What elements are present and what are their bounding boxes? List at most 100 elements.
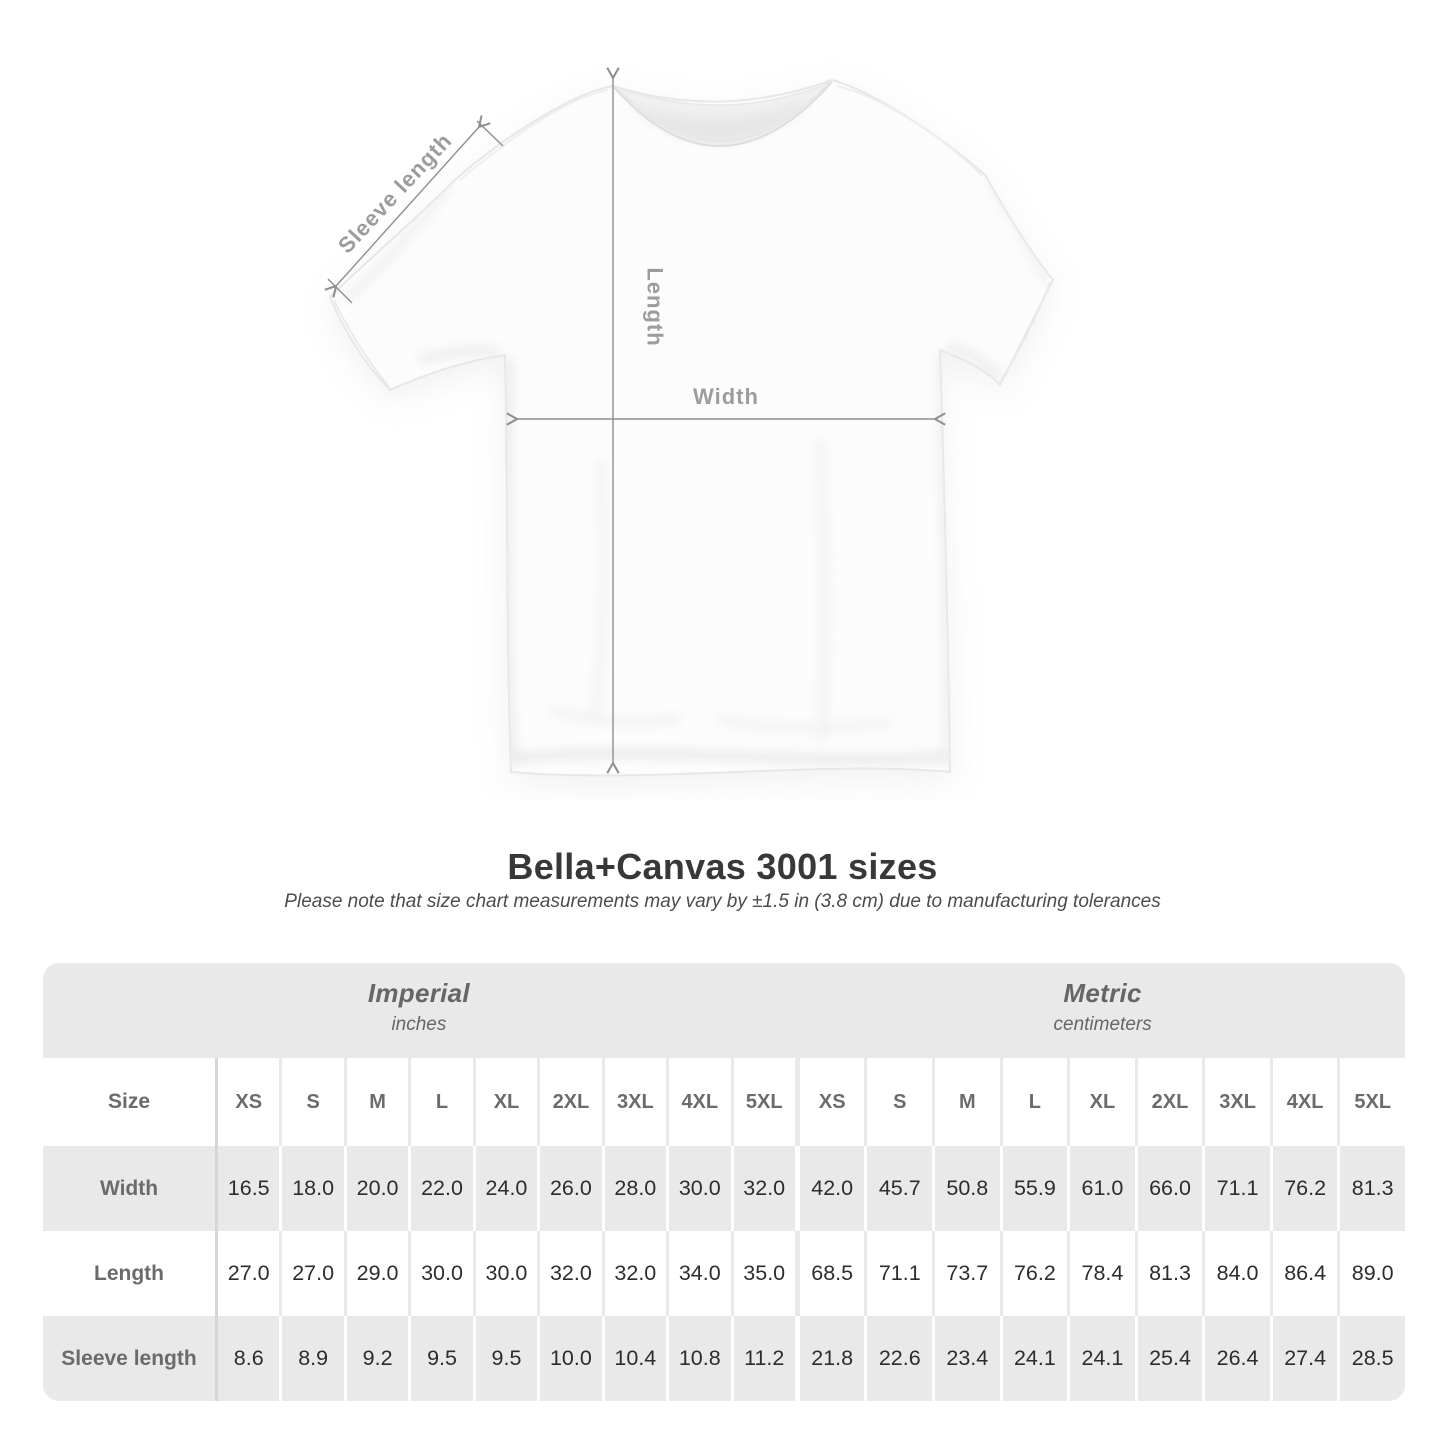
length-label: Length xyxy=(643,267,668,346)
size-header-cell: S xyxy=(867,1058,933,1146)
size-header-cell: 5XL xyxy=(733,1058,795,1146)
metric-header-title: Metric xyxy=(1063,978,1142,1008)
size-header-cell: 3XL xyxy=(604,1058,667,1146)
tolerance-note: Please note that size chart measurements… xyxy=(284,891,1161,912)
sleeve-imperial-cell: 11.2 xyxy=(733,1316,795,1401)
size-header-cell: XL xyxy=(475,1058,538,1146)
sleeve-metric-cell: 26.4 xyxy=(1205,1316,1270,1401)
size-column-header: Size xyxy=(43,1058,218,1146)
width-imperial-cell: 28.0 xyxy=(604,1146,667,1231)
size-header-cell: XS xyxy=(218,1058,280,1146)
width-imperial-cell: 20.0 xyxy=(346,1146,409,1231)
length-metric-cell: 78.4 xyxy=(1070,1231,1135,1316)
sleeve-arrow-end-tick xyxy=(476,120,504,147)
length-metric-cell: 81.3 xyxy=(1137,1231,1203,1316)
length-row-label: Length xyxy=(43,1231,218,1316)
width-imperial-cell: 30.0 xyxy=(669,1146,731,1231)
width-metric-cell: 71.1 xyxy=(1205,1146,1270,1231)
sleeve-length-row: Sleeve length 8.6 8.9 9.2 9.5 9.5 10.0 10.4 10.… xyxy=(43,1316,1405,1401)
sleeve-imperial-cell: 9.5 xyxy=(411,1316,473,1401)
size-header-cell: XL xyxy=(1070,1058,1135,1146)
length-imperial-cell: 27.0 xyxy=(282,1231,344,1316)
width-imperial-cell: 24.0 xyxy=(475,1146,538,1231)
width-imperial-cell: 32.0 xyxy=(733,1146,795,1231)
length-metric-cell: 89.0 xyxy=(1340,1231,1405,1316)
sleeve-metric-cell: 27.4 xyxy=(1272,1316,1338,1401)
sleeve-imperial-cell: 10.8 xyxy=(669,1316,731,1401)
sleeve-metric-cell: 24.1 xyxy=(1002,1316,1068,1401)
length-row: Length 27.0 27.0 29.0 30.0 30.0 32.0 32.0 34.0 3… xyxy=(43,1231,1405,1316)
size-header-cell: M xyxy=(935,1058,1000,1146)
size-header-cell: 2XL xyxy=(540,1058,602,1146)
left-cuff-seam xyxy=(333,299,391,389)
length-imperial-cell: 34.0 xyxy=(669,1231,731,1316)
width-metric-cell: 81.3 xyxy=(1340,1146,1405,1231)
width-metric-cell: 45.7 xyxy=(867,1146,933,1231)
sleeve-metric-values: 21.8 22.6 23.4 24.1 24.1 25.4 26.4 27.4 28.5 xyxy=(799,1316,1405,1401)
sleeve-metric-cell: 24.1 xyxy=(1070,1316,1135,1401)
width-imperial-values: 16.5 18.0 20.0 22.0 24.0 26.0 28.0 30.0 32.0 xyxy=(218,1146,795,1231)
width-imperial-cell: 18.0 xyxy=(282,1146,344,1231)
size-header-cell: 2XL xyxy=(1137,1058,1203,1146)
length-metric-cell: 73.7 xyxy=(935,1231,1000,1316)
sleeve-imperial-cell: 8.9 xyxy=(282,1316,344,1401)
width-row: Width 16.5 18.0 20.0 22.0 24.0 26.0 28.0 30.0 32… xyxy=(43,1146,1405,1231)
size-header-cell: M xyxy=(346,1058,409,1146)
width-metric-cell: 50.8 xyxy=(935,1146,1000,1231)
sleeve-imperial-cell: 10.4 xyxy=(604,1316,667,1401)
size-header-cell: 3XL xyxy=(1205,1058,1270,1146)
metric-header-unit: centimeters xyxy=(1053,1014,1152,1035)
size-header-cell: S xyxy=(282,1058,344,1146)
length-metric-cell: 68.5 xyxy=(799,1231,865,1316)
size-header-row: Size XS S M L XL 2XL 3XL 4XL 5XL XS S M L XL 2XL 3XL 4X… xyxy=(43,1058,1405,1146)
page-title: Bella+Canvas 3001 sizes xyxy=(507,846,938,887)
sleeve-metric-cell: 25.4 xyxy=(1137,1316,1203,1401)
length-metric-values: 68.5 71.1 73.7 76.2 78.4 81.3 84.0 86.4 89.0 xyxy=(799,1231,1405,1316)
sleeve-metric-cell: 23.4 xyxy=(935,1316,1000,1401)
length-metric-cell: 86.4 xyxy=(1272,1231,1338,1316)
metric-size-headers: XS S M L XL 2XL 3XL 4XL 5XL xyxy=(799,1058,1405,1146)
length-imperial-cell: 29.0 xyxy=(346,1231,409,1316)
width-metric-values: 42.0 45.7 50.8 55.9 61.0 66.0 71.1 76.2 81.3 xyxy=(799,1146,1405,1231)
size-header-cell: 5XL xyxy=(1340,1058,1405,1146)
sleeve-metric-cell: 28.5 xyxy=(1340,1316,1405,1401)
imperial-header: Imperial inches xyxy=(368,978,470,1036)
length-imperial-values: 27.0 27.0 29.0 30.0 30.0 32.0 32.0 34.0 35.0 xyxy=(218,1231,795,1316)
sleeve-imperial-cell: 9.5 xyxy=(475,1316,538,1401)
length-metric-cell: 84.0 xyxy=(1205,1231,1270,1316)
collar xyxy=(612,81,833,147)
metric-header: Metric centimeters xyxy=(1054,978,1152,1036)
size-header-cell: L xyxy=(411,1058,473,1146)
width-imperial-cell: 16.5 xyxy=(218,1146,280,1231)
size-header-cell: L xyxy=(1002,1058,1068,1146)
units-header-band: Imperial inches Metric centimeters xyxy=(43,963,1405,1058)
sleeve-arrow-start-tick xyxy=(327,278,353,304)
right-cuff-seam xyxy=(999,282,1051,383)
sleeve-imperial-cell: 9.2 xyxy=(346,1316,409,1401)
length-imperial-cell: 30.0 xyxy=(475,1231,538,1316)
size-header-cell: 4XL xyxy=(669,1058,731,1146)
width-metric-cell: 61.0 xyxy=(1070,1146,1135,1231)
sleeve-length-row-label: Sleeve length xyxy=(43,1316,218,1401)
sleeve-imperial-cell: 8.6 xyxy=(218,1316,280,1401)
size-table: Imperial inches Metric centimeters Size … xyxy=(43,963,1405,1401)
width-imperial-cell: 26.0 xyxy=(540,1146,602,1231)
length-imperial-cell: 32.0 xyxy=(540,1231,602,1316)
width-metric-cell: 55.9 xyxy=(1002,1146,1068,1231)
width-metric-cell: 66.0 xyxy=(1137,1146,1203,1231)
width-metric-cell: 76.2 xyxy=(1272,1146,1338,1231)
sleeve-metric-cell: 21.8 xyxy=(799,1316,865,1401)
right-shoulder-seam xyxy=(836,85,983,177)
size-header-cell: XS xyxy=(799,1058,865,1146)
length-imperial-cell: 27.0 xyxy=(218,1231,280,1316)
length-metric-cell: 71.1 xyxy=(867,1231,933,1316)
imperial-header-unit: inches xyxy=(391,1014,447,1035)
sleeve-length-arrow xyxy=(324,115,491,298)
length-imperial-cell: 30.0 xyxy=(411,1231,473,1316)
sleeve-metric-cell: 22.6 xyxy=(867,1316,933,1401)
width-row-label: Width xyxy=(43,1146,218,1231)
imperial-size-headers: XS S M L XL 2XL 3XL 4XL 5XL xyxy=(218,1058,795,1146)
size-header-cell: 4XL xyxy=(1272,1058,1338,1146)
sleeve-imperial-values: 8.6 8.9 9.2 9.5 9.5 10.0 10.4 10.8 11.2 xyxy=(218,1316,795,1401)
sleeve-imperial-cell: 10.0 xyxy=(540,1316,602,1401)
